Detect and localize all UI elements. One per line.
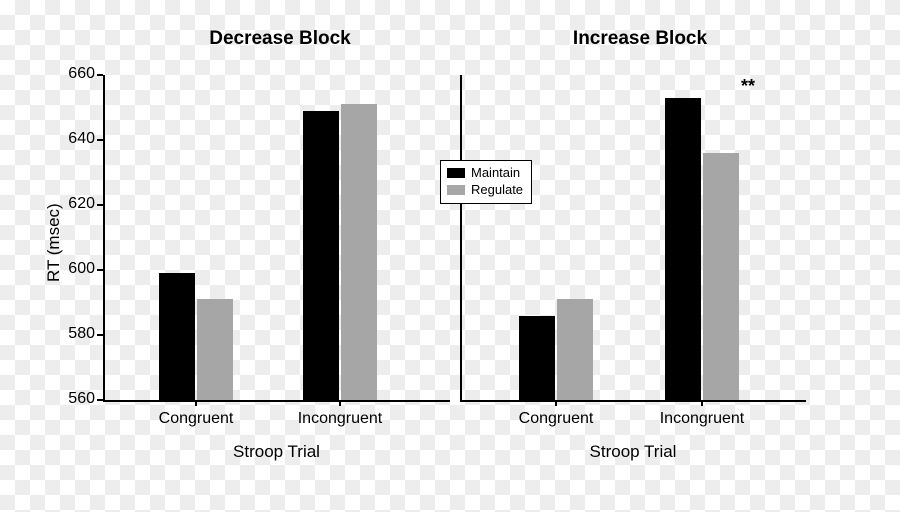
x-tick-mark: [339, 400, 341, 406]
legend-label-regulate: Regulate: [471, 182, 523, 199]
figure: RT (msec) 560580600620640660 Decrease Bl…: [0, 0, 900, 512]
x-tick-label: Incongruent: [270, 410, 410, 428]
y-tick-label: 580: [55, 325, 95, 343]
bar: [159, 273, 195, 400]
bar: [197, 299, 233, 400]
significance-marker: **: [741, 76, 755, 97]
x-tick-mark: [555, 400, 557, 406]
x-tick-label: Incongruent: [632, 410, 772, 428]
panel-title-increase: Increase Block: [520, 28, 760, 50]
x-axis-line: [460, 400, 806, 402]
y-tick-label: 640: [55, 130, 95, 148]
legend-item-maintain: Maintain: [447, 165, 523, 182]
bar: [519, 316, 555, 401]
bar: [557, 299, 593, 400]
x-axis-line: [103, 400, 450, 402]
legend: Maintain Regulate: [440, 160, 532, 204]
y-axis-line: [103, 75, 105, 402]
x-tick-mark: [701, 400, 703, 406]
y-tick-label: 560: [55, 390, 95, 408]
x-tick-label: Congruent: [486, 410, 626, 428]
panel-title-decrease: Decrease Block: [160, 28, 400, 50]
legend-swatch-maintain: [447, 168, 465, 178]
checker-background: [0, 0, 900, 512]
x-axis-label: Stroop Trial: [460, 442, 806, 462]
x-tick-label: Congruent: [126, 410, 266, 428]
bar: [703, 153, 739, 400]
bar: [303, 111, 339, 400]
y-axis-line: [460, 75, 462, 402]
bar: [665, 98, 701, 400]
y-tick-label: 600: [55, 260, 95, 278]
legend-label-maintain: Maintain: [471, 165, 520, 182]
x-axis-label: Stroop Trial: [103, 442, 450, 462]
bar: [341, 104, 377, 400]
x-tick-mark: [195, 400, 197, 406]
legend-item-regulate: Regulate: [447, 182, 523, 199]
y-tick-label: 660: [55, 65, 95, 83]
y-tick-label: 620: [55, 195, 95, 213]
legend-swatch-regulate: [447, 185, 465, 195]
